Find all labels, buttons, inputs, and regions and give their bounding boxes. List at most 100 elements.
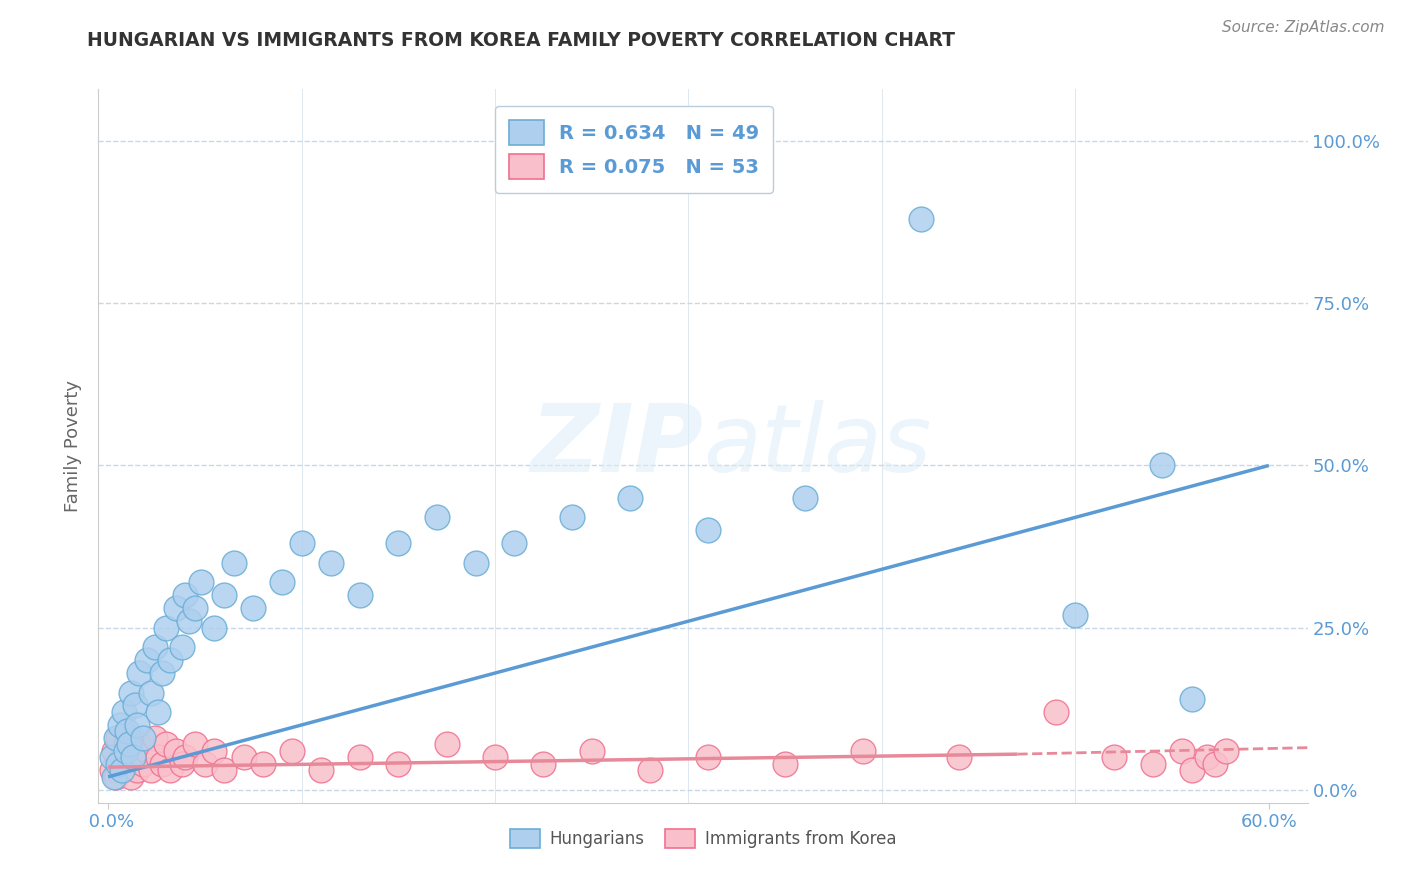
Point	[148, 750, 170, 764]
Text: atlas: atlas	[703, 401, 931, 491]
Legend: Hungarians, Immigrants from Korea: Hungarians, Immigrants from Korea	[503, 822, 903, 855]
Point	[204, 621, 226, 635]
Point	[271, 575, 294, 590]
Point	[108, 718, 131, 732]
Text: Source: ZipAtlas.com: Source: ZipAtlas.com	[1222, 20, 1385, 35]
Point	[127, 718, 149, 732]
Point	[1195, 750, 1218, 764]
Point	[114, 738, 136, 752]
Point	[252, 756, 274, 771]
Point	[581, 744, 603, 758]
Point	[503, 536, 526, 550]
Point	[696, 524, 718, 538]
Point	[101, 764, 124, 778]
Point	[194, 756, 217, 771]
Point	[948, 750, 970, 764]
Point	[190, 575, 212, 590]
Point	[174, 750, 197, 764]
Point	[387, 756, 409, 771]
Point	[464, 556, 486, 570]
Text: ZIP: ZIP	[530, 400, 703, 492]
Point	[120, 770, 142, 784]
Point	[104, 770, 127, 784]
Point	[117, 724, 139, 739]
Point	[1064, 607, 1087, 622]
Point	[212, 588, 235, 602]
Point	[184, 601, 207, 615]
Point	[143, 640, 166, 654]
Point	[128, 738, 150, 752]
Y-axis label: Family Poverty: Family Poverty	[65, 380, 83, 512]
Point	[242, 601, 264, 615]
Point	[309, 764, 332, 778]
Point	[132, 756, 155, 771]
Point	[204, 744, 226, 758]
Point	[159, 764, 181, 778]
Point	[101, 750, 124, 764]
Point	[111, 764, 134, 778]
Point	[232, 750, 254, 764]
Point	[184, 738, 207, 752]
Point	[1152, 458, 1174, 473]
Point	[132, 731, 155, 745]
Point	[135, 744, 157, 758]
Point	[120, 685, 142, 699]
Point	[619, 491, 641, 505]
Point	[174, 588, 197, 602]
Point	[1142, 756, 1164, 771]
Point	[112, 764, 135, 778]
Point	[387, 536, 409, 550]
Point	[150, 756, 173, 771]
Point	[111, 750, 134, 764]
Point	[139, 685, 162, 699]
Point	[852, 744, 875, 758]
Point	[426, 510, 449, 524]
Point	[114, 744, 136, 758]
Point	[793, 491, 815, 505]
Point	[290, 536, 312, 550]
Point	[212, 764, 235, 778]
Point	[117, 756, 139, 771]
Point	[165, 744, 187, 758]
Point	[319, 556, 342, 570]
Point	[155, 621, 177, 635]
Point	[112, 705, 135, 719]
Point	[165, 601, 187, 615]
Point	[281, 744, 304, 758]
Point	[150, 666, 173, 681]
Point	[561, 510, 583, 524]
Text: HUNGARIAN VS IMMIGRANTS FROM KOREA FAMILY POVERTY CORRELATION CHART: HUNGARIAN VS IMMIGRANTS FROM KOREA FAMIL…	[87, 31, 955, 50]
Point	[1171, 744, 1194, 758]
Point	[124, 750, 146, 764]
Point	[484, 750, 506, 764]
Point	[127, 764, 149, 778]
Point	[1045, 705, 1067, 719]
Point	[1204, 756, 1226, 771]
Point	[135, 653, 157, 667]
Point	[1215, 744, 1237, 758]
Point	[179, 614, 201, 628]
Point	[122, 731, 145, 745]
Point	[124, 698, 146, 713]
Point	[436, 738, 458, 752]
Point	[143, 731, 166, 745]
Point	[1102, 750, 1125, 764]
Point	[155, 738, 177, 752]
Point	[1180, 764, 1202, 778]
Point	[128, 666, 150, 681]
Point	[103, 744, 125, 758]
Point	[1180, 692, 1202, 706]
Point	[638, 764, 661, 778]
Point	[910, 211, 932, 226]
Point	[118, 744, 141, 758]
Point	[104, 731, 127, 745]
Point	[139, 764, 162, 778]
Point	[773, 756, 796, 771]
Point	[103, 770, 125, 784]
Point	[159, 653, 181, 667]
Point	[531, 756, 554, 771]
Point	[107, 756, 129, 771]
Point	[148, 705, 170, 719]
Point	[222, 556, 245, 570]
Point	[349, 588, 371, 602]
